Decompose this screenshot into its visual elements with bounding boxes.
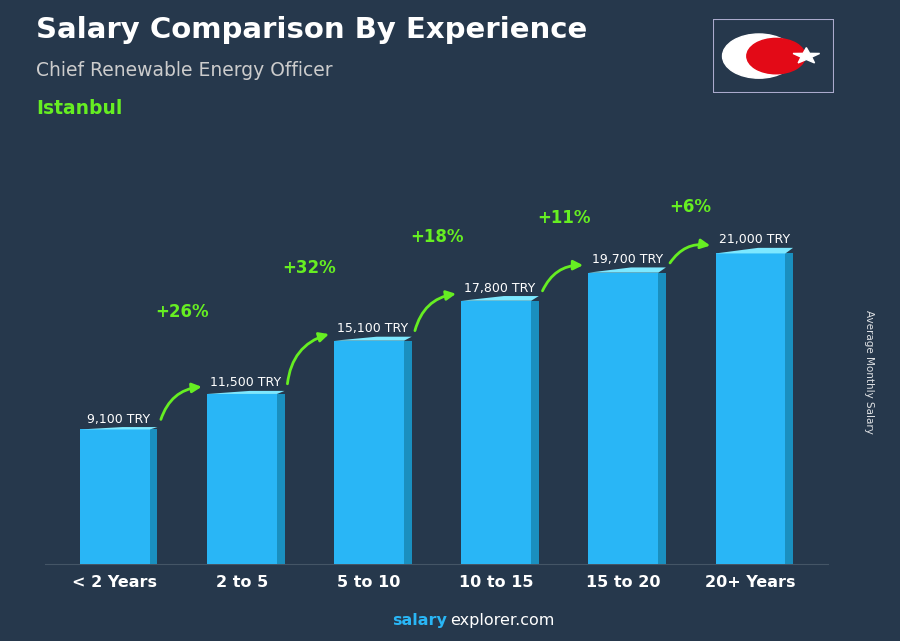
Text: +11%: +11% — [537, 209, 590, 227]
Bar — [207, 394, 277, 564]
Text: 21,000 TRY: 21,000 TRY — [719, 233, 790, 246]
Text: +6%: +6% — [670, 199, 712, 217]
Text: +32%: +32% — [283, 259, 337, 277]
Polygon shape — [658, 272, 666, 564]
Polygon shape — [786, 253, 793, 564]
Polygon shape — [334, 337, 411, 341]
Bar — [334, 341, 404, 564]
Text: 9,100 TRY: 9,100 TRY — [87, 413, 150, 426]
Polygon shape — [531, 301, 539, 564]
Polygon shape — [589, 267, 666, 272]
Polygon shape — [80, 427, 158, 429]
Text: +18%: +18% — [410, 228, 464, 246]
Circle shape — [747, 38, 806, 74]
Bar — [462, 301, 531, 564]
Text: Average Monthly Salary: Average Monthly Salary — [863, 310, 874, 434]
Polygon shape — [793, 47, 820, 63]
Polygon shape — [277, 394, 284, 564]
Polygon shape — [150, 429, 158, 564]
Polygon shape — [404, 341, 411, 564]
Text: salary: salary — [392, 613, 447, 628]
Bar — [80, 429, 150, 564]
Bar — [716, 253, 786, 564]
Text: Salary Comparison By Experience: Salary Comparison By Experience — [36, 16, 587, 44]
Text: 19,700 TRY: 19,700 TRY — [591, 253, 662, 266]
Text: explorer.com: explorer.com — [450, 613, 554, 628]
Text: 17,800 TRY: 17,800 TRY — [464, 281, 536, 295]
Text: 15,100 TRY: 15,100 TRY — [338, 322, 409, 335]
Text: +26%: +26% — [156, 303, 209, 322]
Text: Istanbul: Istanbul — [36, 99, 122, 119]
Polygon shape — [462, 296, 539, 301]
Text: 11,500 TRY: 11,500 TRY — [211, 376, 282, 390]
Bar — [589, 272, 658, 564]
Polygon shape — [207, 391, 284, 394]
Text: Chief Renewable Energy Officer: Chief Renewable Energy Officer — [36, 61, 333, 80]
Circle shape — [723, 34, 796, 78]
Polygon shape — [716, 248, 793, 253]
